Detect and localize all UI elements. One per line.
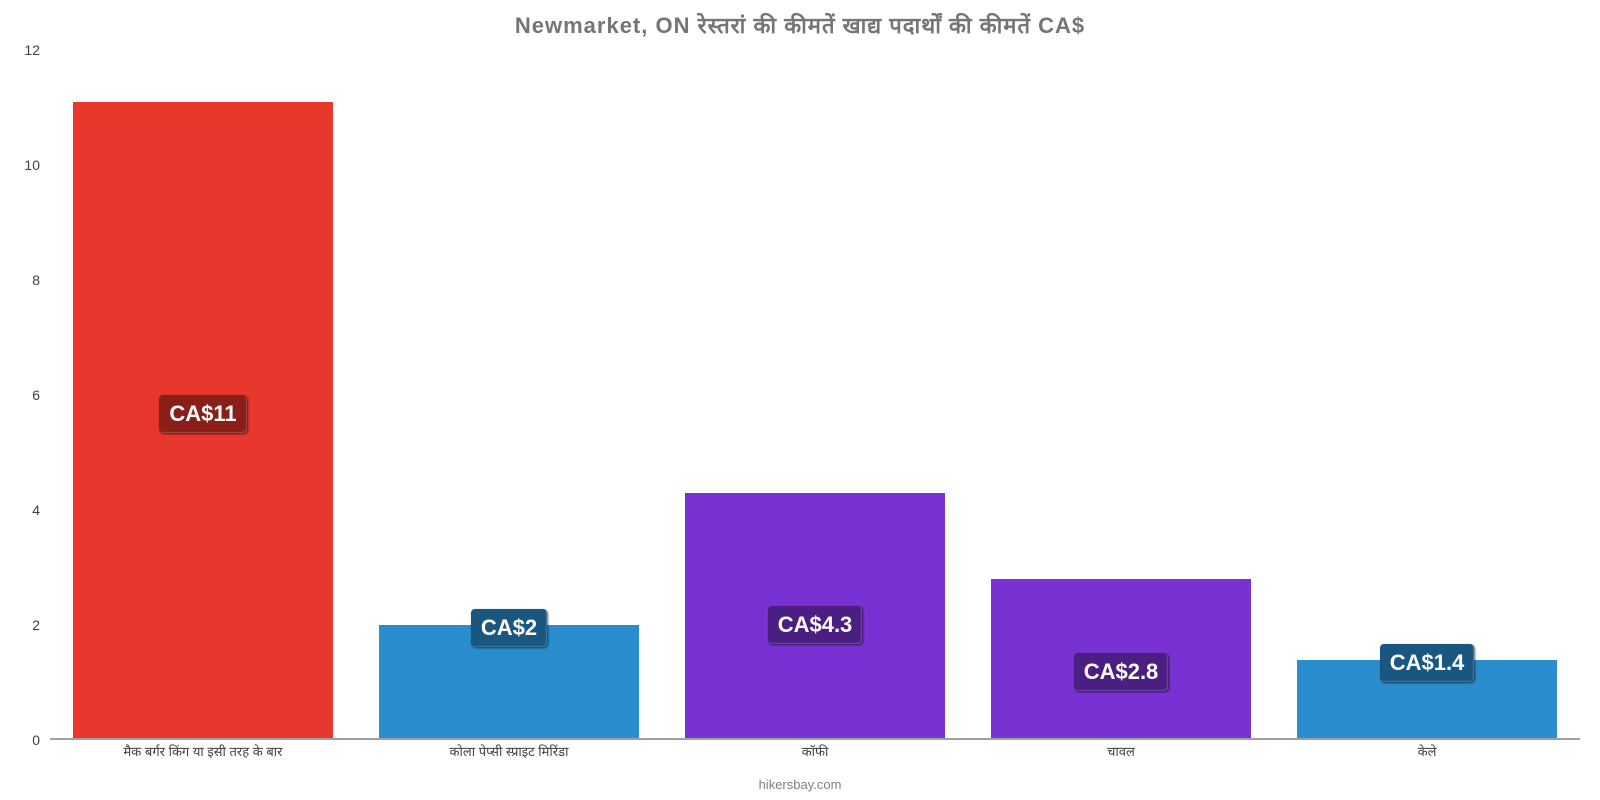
bar-slot: CA$4.3 bbox=[662, 50, 968, 740]
bar-slot: CA$1.4 bbox=[1274, 50, 1580, 740]
y-tick-label: 0 bbox=[32, 732, 40, 748]
chart-title: Newmarket, ON रेस्तरां की कीमतें खाद्य प… bbox=[0, 10, 1600, 40]
x-tick-label: कॉफी bbox=[662, 742, 968, 760]
attribution-text: hikersbay.com bbox=[0, 777, 1600, 792]
bar-slot: CA$2 bbox=[356, 50, 662, 740]
price-bar-chart: Newmarket, ON रेस्तरां की कीमतें खाद्य प… bbox=[0, 0, 1600, 800]
bar: CA$11 bbox=[73, 102, 333, 740]
y-tick-label: 4 bbox=[32, 502, 40, 518]
x-tick-label: कोला पेप्सी स्प्राइट मिरिंडा bbox=[356, 742, 662, 760]
x-tick-label: केले bbox=[1274, 742, 1580, 760]
bar: CA$4.3 bbox=[685, 493, 945, 740]
bar-value-label: CA$11 bbox=[159, 395, 246, 433]
y-tick-label: 8 bbox=[32, 272, 40, 288]
bar: CA$1.4 bbox=[1297, 660, 1557, 741]
y-tick-label: 12 bbox=[24, 42, 40, 58]
y-tick-label: 10 bbox=[24, 157, 40, 173]
bar-value-label: CA$2 bbox=[471, 609, 547, 647]
bar: CA$2 bbox=[379, 625, 639, 740]
bar: CA$2.8 bbox=[991, 579, 1251, 740]
bar-value-label: CA$2.8 bbox=[1074, 653, 1169, 691]
bar-value-label: CA$4.3 bbox=[768, 606, 863, 644]
x-axis-labels: मैक बर्गर किंग या इसी तरह के बारकोला पेप… bbox=[50, 742, 1580, 760]
plot-area: CA$11 CA$2 CA$4.3 CA$2.8 CA$1.4 bbox=[50, 50, 1580, 740]
y-axis: 024681012 bbox=[0, 50, 50, 740]
x-tick-label: चावल bbox=[968, 742, 1274, 760]
bar-slot: CA$11 bbox=[50, 50, 356, 740]
x-axis-baseline bbox=[50, 738, 1580, 740]
bars-wrap: CA$11 CA$2 CA$4.3 CA$2.8 CA$1.4 bbox=[50, 50, 1580, 740]
y-tick-label: 6 bbox=[32, 387, 40, 403]
bar-slot: CA$2.8 bbox=[968, 50, 1274, 740]
bar-value-label: CA$1.4 bbox=[1380, 644, 1475, 682]
x-tick-label: मैक बर्गर किंग या इसी तरह के बार bbox=[50, 742, 356, 760]
y-tick-label: 2 bbox=[32, 617, 40, 633]
